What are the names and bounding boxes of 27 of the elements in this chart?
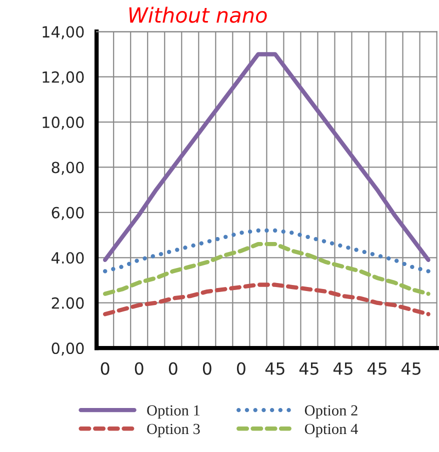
- x-tick-label: 0: [168, 362, 178, 375]
- x-tick-label: 0: [236, 362, 246, 375]
- x-tick-label: 45: [265, 362, 284, 375]
- x-tick-label: 0: [100, 362, 110, 375]
- legend-label: Option 4: [304, 424, 358, 438]
- y-tick-label: 14,00: [42, 26, 84, 40]
- y-tick-label: 4.00: [52, 252, 84, 264]
- x-tick-label: 45: [402, 362, 420, 375]
- legend-label: Option 3: [147, 424, 200, 438]
- y-tick-label: 6,00: [52, 206, 84, 220]
- legend-label: Option 2: [304, 405, 358, 419]
- x-tick-label: 45: [333, 362, 352, 375]
- y-tick-label: 8,00: [52, 162, 84, 175]
- line-series: [103, 52, 430, 262]
- chart-title: Without nano: [129, 6, 267, 23]
- x-tick-label: 45: [299, 362, 318, 375]
- line-series: [103, 282, 430, 316]
- x-tick-label: 0: [202, 362, 212, 375]
- x-tick-label: 45: [367, 362, 386, 375]
- y-tick-label: 12,00: [42, 71, 84, 84]
- y-tick-label: 10,00: [42, 116, 84, 130]
- x-tick-label: 0: [134, 362, 144, 375]
- line-series: [103, 228, 430, 274]
- y-tick-label: 2.00: [52, 297, 84, 309]
- line-series: [103, 242, 430, 296]
- legend-label: Option 1: [147, 405, 200, 419]
- y-tick-label: 0,00: [52, 342, 84, 356]
